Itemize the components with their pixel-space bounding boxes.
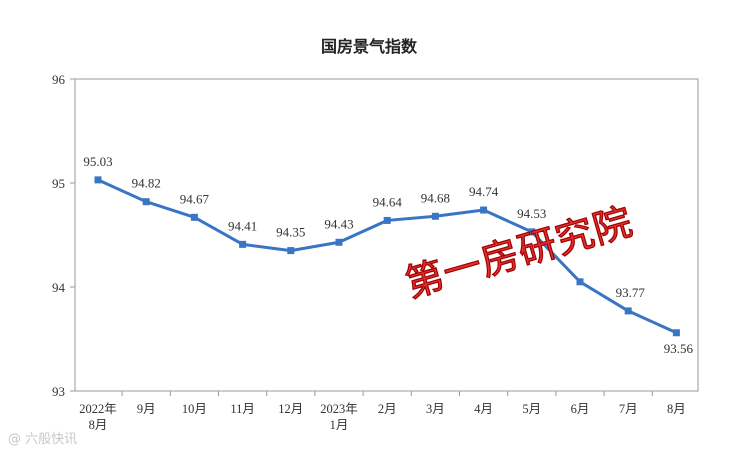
- x-tick-label-0-line-0: 2022年: [79, 402, 117, 416]
- data-label-7: 94.68: [421, 190, 450, 205]
- data-label-3: 94.41: [228, 218, 257, 233]
- data-label-6: 94.64: [373, 194, 403, 209]
- data-point-5: [335, 238, 343, 246]
- data-point-10: [576, 278, 584, 286]
- x-tick-label-3: 11月: [230, 402, 255, 416]
- data-label-11: 93.77: [616, 285, 646, 300]
- data-point-8: [480, 206, 488, 214]
- source-mark: @ 六般快讯: [8, 432, 78, 447]
- data-point-9: [528, 228, 536, 236]
- x-tick-label-11: 7月: [619, 402, 638, 416]
- data-point-0: [94, 176, 102, 184]
- data-point-1: [142, 198, 150, 206]
- x-tick-label-6: 2月: [378, 402, 397, 416]
- data-label-4: 94.35: [276, 225, 305, 240]
- x-tick-label-1: 9月: [137, 402, 156, 416]
- data-label-0: 95.03: [83, 154, 112, 169]
- data-point-2: [190, 213, 198, 221]
- data-label-5: 94.43: [324, 216, 353, 231]
- plot-frame: [74, 78, 699, 392]
- data-point-11: [624, 307, 632, 315]
- x-tick-label-0-line-1: 8月: [89, 418, 108, 432]
- data-label-9: 94.53: [517, 206, 546, 221]
- x-tick-label-12: 8月: [667, 402, 686, 416]
- x-tick-label-10: 6月: [571, 402, 590, 416]
- data-point-6: [383, 216, 391, 224]
- y-tick-label-2: 95: [52, 176, 65, 191]
- data-point-3: [239, 240, 247, 248]
- data-label-8: 94.74: [469, 184, 499, 199]
- x-tick-label-4: 12月: [278, 402, 303, 416]
- chart-title: 国房景气指数: [320, 37, 417, 56]
- x-tick-label-8: 4月: [474, 402, 493, 416]
- y-tick-label-0: 93: [52, 384, 65, 399]
- data-point-7: [431, 212, 439, 220]
- data-point-12: [672, 329, 680, 337]
- x-tick-label-5-line-0: 2023年: [320, 402, 358, 416]
- x-tick-label-2: 10月: [182, 402, 207, 416]
- data-point-4: [287, 247, 295, 255]
- data-label-2: 94.67: [180, 191, 210, 206]
- y-tick-label-1: 94: [52, 280, 66, 295]
- x-tick-label-7: 3月: [426, 402, 445, 416]
- data-label-12: 93.56: [664, 341, 694, 356]
- y-tick-label-3: 96: [52, 72, 66, 87]
- x-tick-label-9: 5月: [522, 402, 541, 416]
- data-label-1: 94.82: [132, 176, 161, 191]
- x-tick-label-5-line-1: 1月: [330, 418, 349, 432]
